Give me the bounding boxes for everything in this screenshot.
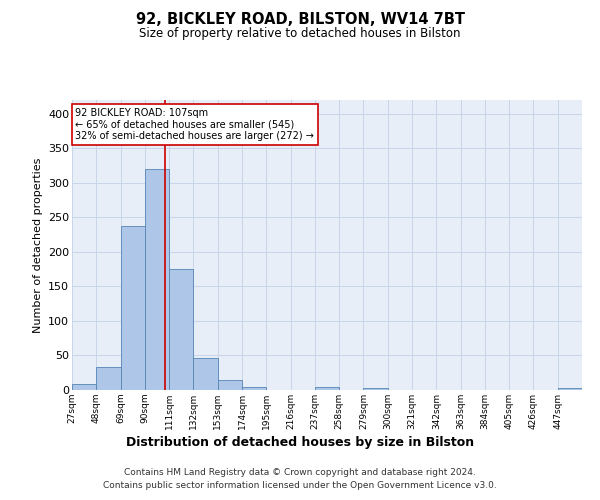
Bar (218, 380, 242, 390)
Bar (169, 269, 193, 390)
Y-axis label: Number of detached properties: Number of detached properties (32, 158, 43, 332)
Text: Contains public sector information licensed under the Open Government Licence v3: Contains public sector information licen… (103, 480, 497, 490)
Bar (242, 386, 266, 390)
Bar (558, 388, 582, 390)
Bar (72, 384, 96, 390)
Text: 92, BICKLEY ROAD, BILSTON, WV14 7BT: 92, BICKLEY ROAD, BILSTON, WV14 7BT (136, 12, 464, 28)
Bar (364, 388, 388, 390)
Bar (96, 367, 121, 390)
Bar (145, 169, 169, 390)
Text: 92 BICKLEY ROAD: 107sqm
← 65% of detached houses are smaller (545)
32% of semi-d: 92 BICKLEY ROAD: 107sqm ← 65% of detache… (76, 108, 314, 142)
Text: Contains HM Land Registry data © Crown copyright and database right 2024.: Contains HM Land Registry data © Crown c… (124, 468, 476, 477)
Text: Size of property relative to detached houses in Bilston: Size of property relative to detached ho… (139, 28, 461, 40)
Bar (315, 386, 339, 390)
Bar (193, 358, 218, 390)
Text: Distribution of detached houses by size in Bilston: Distribution of detached houses by size … (126, 436, 474, 449)
Bar (121, 226, 145, 390)
